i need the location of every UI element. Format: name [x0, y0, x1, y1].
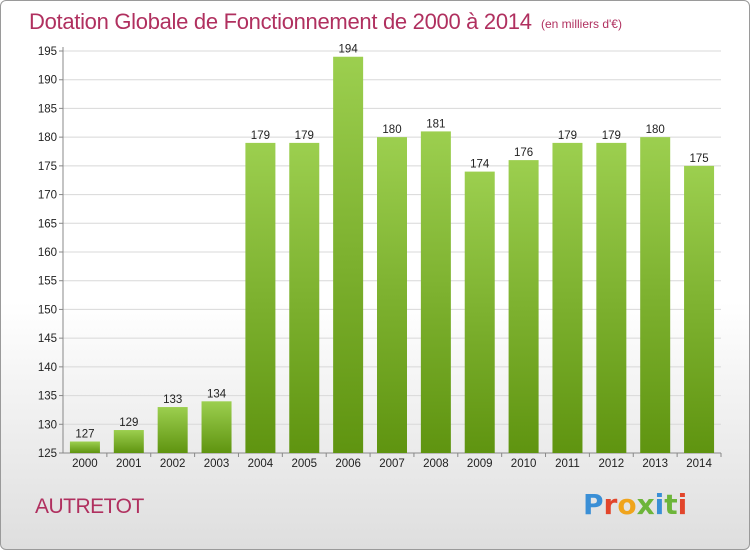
value-label-2008: 181 [426, 118, 445, 130]
value-label-2014: 175 [689, 153, 708, 165]
bar-2013 [640, 137, 671, 453]
bar-2000 [69, 441, 100, 453]
x-tick-label-2007: 2007 [379, 458, 405, 470]
y-tick-label: 165 [38, 218, 57, 230]
bar-2006 [333, 56, 364, 453]
y-tick-label: 185 [38, 103, 57, 115]
bar-2010 [508, 160, 539, 453]
bar-2014 [684, 165, 715, 453]
y-tick-label: 125 [38, 448, 57, 460]
x-tick-label-2010: 2010 [511, 458, 537, 470]
x-tick-label-2000: 2000 [72, 458, 98, 470]
x-tick-label-2001: 2001 [116, 458, 142, 470]
value-label-2004: 179 [251, 130, 270, 142]
y-tick-label: 135 [38, 391, 57, 403]
logo-letter: o [617, 488, 637, 521]
value-label-2001: 129 [119, 417, 138, 429]
x-tick-label-2003: 2003 [204, 458, 230, 470]
y-tick-label: 180 [38, 132, 57, 144]
value-label-2005: 179 [295, 130, 314, 142]
bar-2002 [157, 407, 188, 453]
value-label-2000: 127 [75, 429, 94, 441]
y-tick-label: 175 [38, 161, 57, 173]
commune-name: AUTRETOT [35, 495, 144, 518]
x-tick-label-2002: 2002 [160, 458, 186, 470]
y-tick-label: 145 [38, 333, 57, 345]
x-tick-label-2006: 2006 [335, 458, 361, 470]
x-tick-label-2008: 2008 [423, 458, 449, 470]
value-label-2010: 176 [514, 147, 533, 159]
x-tick-label-2009: 2009 [467, 458, 493, 470]
y-tick-label: 130 [38, 419, 57, 431]
bar-2008 [420, 131, 451, 453]
labels: 125 130 135 140 145 150 155 160 165 170 175 180 185 1… [38, 44, 713, 470]
value-label-2011: 179 [558, 130, 577, 142]
y-tick-label: 150 [38, 304, 57, 316]
x-tick-label-2005: 2005 [291, 458, 317, 470]
bar-2001 [113, 430, 144, 453]
bar-2007 [377, 137, 407, 453]
value-label-2006: 194 [339, 44, 359, 56]
x-tick-label-2013: 2013 [642, 458, 668, 470]
logo-letter: x [636, 488, 655, 521]
bar-2004 [245, 142, 276, 453]
bar-2003 [201, 401, 232, 453]
chart-title: Dotation Globale de Fonctionnement de 20… [29, 9, 532, 34]
logo-letter: t [664, 488, 678, 521]
y-tick-label: 190 [38, 75, 57, 87]
y-tick-label: 195 [38, 46, 57, 58]
bar-2009 [464, 171, 495, 453]
bar-2011 [552, 142, 583, 453]
x-tick-label-2012: 2012 [599, 458, 625, 470]
proxiti-logo: Proxiti [583, 488, 687, 521]
logo-letter: P [583, 488, 604, 521]
value-label-2002: 133 [163, 394, 182, 406]
x-tick-label-2011: 2011 [555, 458, 580, 470]
value-label-2007: 180 [382, 124, 401, 136]
bar-2005 [289, 142, 320, 453]
value-label-2009: 174 [470, 159, 490, 171]
y-tick-label: 140 [38, 362, 57, 374]
value-label-2003: 134 [207, 388, 227, 400]
value-label-2012: 179 [602, 130, 621, 142]
bars [69, 56, 715, 453]
y-tick-label: 160 [38, 247, 57, 259]
chart-unit-label: (en milliers d'€) [541, 17, 622, 31]
x-tick-label-2014: 2014 [686, 458, 712, 470]
x-tick-label-2004: 2004 [248, 458, 274, 470]
y-tick-label: 155 [38, 276, 57, 288]
value-label-2013: 180 [646, 124, 665, 136]
y-tick-label: 170 [38, 190, 57, 202]
logo-letter: r [603, 488, 618, 521]
logo-letter: i [654, 488, 665, 521]
logo-letter: i [677, 488, 688, 521]
bar-2012 [596, 142, 627, 453]
